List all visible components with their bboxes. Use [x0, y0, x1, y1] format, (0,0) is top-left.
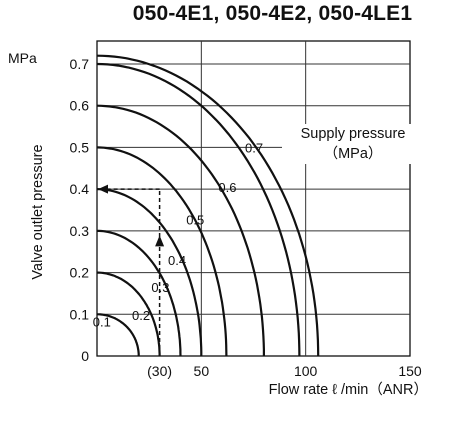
- y-unit-label: MPa: [8, 50, 37, 66]
- plot-frame: [96, 40, 411, 357]
- series-title: Supply pressure: [301, 126, 406, 142]
- series-unit: （MPa）: [324, 145, 383, 162]
- y-axis-label: Valve outlet pressure: [30, 144, 46, 279]
- up-arrow-icon: [155, 235, 165, 247]
- y-tick-label: 0.7: [70, 56, 90, 72]
- pressure-curve-0.7: [96, 62, 301, 357]
- pressure-curves: 0.1 0.20.30.40.50.60.7: [93, 54, 320, 357]
- chart-title: 050-4E1, 050-4E2, 050-4LE1: [132, 2, 413, 25]
- y-tick-label: 0.2: [70, 265, 90, 281]
- y-tick-label: 0.3: [70, 223, 90, 239]
- pressure-curve-0.2: [97, 271, 161, 356]
- pressure-curve-0.1: [97, 313, 140, 356]
- curve-label-0.5: 0.5: [186, 212, 204, 227]
- curve-label-0.4: 0.4: [168, 253, 186, 268]
- pressure-curve-outer-7: [96, 54, 320, 357]
- left-arrow-icon: [98, 184, 108, 194]
- axis-ticks: 00.10.20.30.40.50.60.7(30) 50 100 150: [70, 56, 422, 379]
- y-tick-label: 0.4: [70, 181, 90, 197]
- pressure-curve-0.4: [96, 188, 203, 356]
- y-tick-label: 0.1: [70, 306, 90, 322]
- x-axis-label: Flow rate ℓ /min（ANR）: [269, 381, 428, 398]
- flow-chart: 0.1 0.20.30.40.50.60.7 00.10.20.30.40.50.…: [8, 40, 428, 398]
- curve-label-0.2: 0.2: [132, 308, 150, 323]
- x-tick-label: 50: [194, 363, 210, 379]
- y-tick-label: 0.5: [70, 139, 90, 155]
- pressure-curve-0.6: [96, 104, 265, 356]
- curve-label-0.6: 0.6: [218, 180, 236, 195]
- y-tick-label: 0: [81, 348, 89, 364]
- y-tick-label: 0.6: [70, 98, 90, 114]
- series-title-bg: [282, 124, 424, 164]
- example-path: [98, 184, 165, 356]
- x-tick-label: 150: [398, 363, 422, 379]
- curve-label-0.1: 0.1: [93, 314, 111, 329]
- pressure-curve-0.5: [96, 146, 228, 357]
- x-tick-label: 100: [294, 363, 318, 379]
- curve-label-0.3: 0.3: [151, 280, 169, 295]
- pressure-curve-0.3: [97, 229, 182, 357]
- x-tick-label: (30): [147, 363, 172, 379]
